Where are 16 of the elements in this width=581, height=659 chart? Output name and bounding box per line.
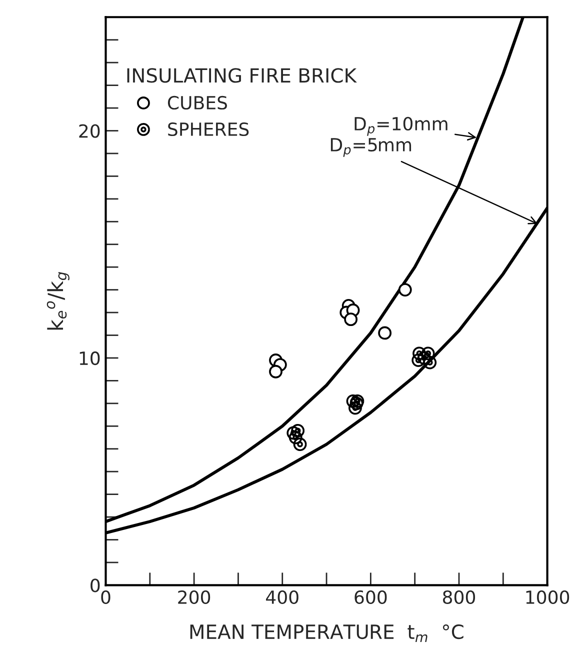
x-tick-label: 800 xyxy=(442,590,476,604)
annotation: D$_{p}$=10mm xyxy=(354,116,448,136)
x-tick-label: 600 xyxy=(354,590,387,604)
annotation: D$_{p}$=5mm xyxy=(330,138,412,157)
legend-label: SPHERES xyxy=(168,122,249,136)
legend-title: INSULATING FIRE BRICK xyxy=(127,68,357,83)
y-axis-title: k$_{e}$$^{o}$/k$_{g}$ xyxy=(46,272,70,330)
x-tick-label: 1000 xyxy=(526,590,570,604)
x-axis-title: MEAN TEMPERATURE t$_{m}$ °C xyxy=(190,624,464,642)
x-tick-label: 0 xyxy=(101,590,110,604)
legend-label: CUBES xyxy=(168,96,228,110)
x-tick-label: 400 xyxy=(266,590,298,604)
y-tick-label: 10 xyxy=(80,351,100,366)
y-tick-label: 0 xyxy=(90,578,100,592)
x-tick-label: 200 xyxy=(178,590,210,604)
y-tick-label: 20 xyxy=(79,124,100,138)
